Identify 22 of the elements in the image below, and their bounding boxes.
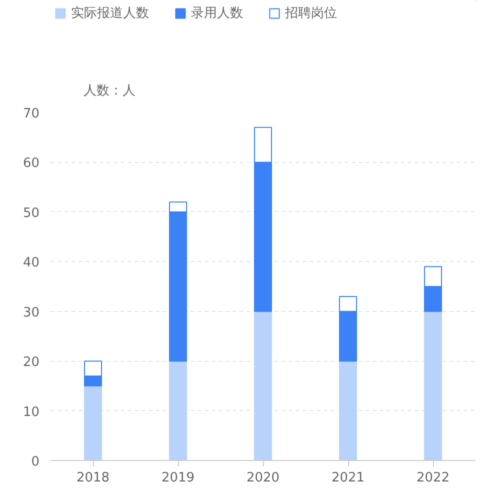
- y-tick-label: 40: [22, 256, 40, 271]
- legend-label: 实际报道人数: [71, 5, 149, 22]
- x-tick-label: 2021: [331, 470, 365, 486]
- y-tick-label: 70: [22, 106, 40, 122]
- bar: [169, 360, 187, 460]
- legend-label: 录用人数: [191, 5, 243, 22]
- x-tick-label: 2022: [416, 470, 450, 486]
- bar: [424, 310, 442, 460]
- x-tick-label: 2020: [246, 470, 280, 486]
- y-tick-label: 50: [22, 206, 40, 221]
- bar: [339, 360, 357, 460]
- y-tick-label: 10: [22, 404, 40, 420]
- y-tick-label: 60: [22, 156, 40, 172]
- x-tick-label: 2018: [76, 470, 110, 486]
- y-tick-label: 30: [22, 305, 40, 320]
- y-axis-title: 人数：人: [84, 84, 136, 98]
- x-tick-label: 2019: [161, 470, 195, 486]
- bar: [254, 310, 272, 460]
- y-tick-label: 20: [22, 355, 40, 370]
- legend-label: 招聘岗位: [285, 5, 337, 22]
- bar: [84, 385, 102, 460]
- y-tick-label: 0: [31, 454, 40, 470]
